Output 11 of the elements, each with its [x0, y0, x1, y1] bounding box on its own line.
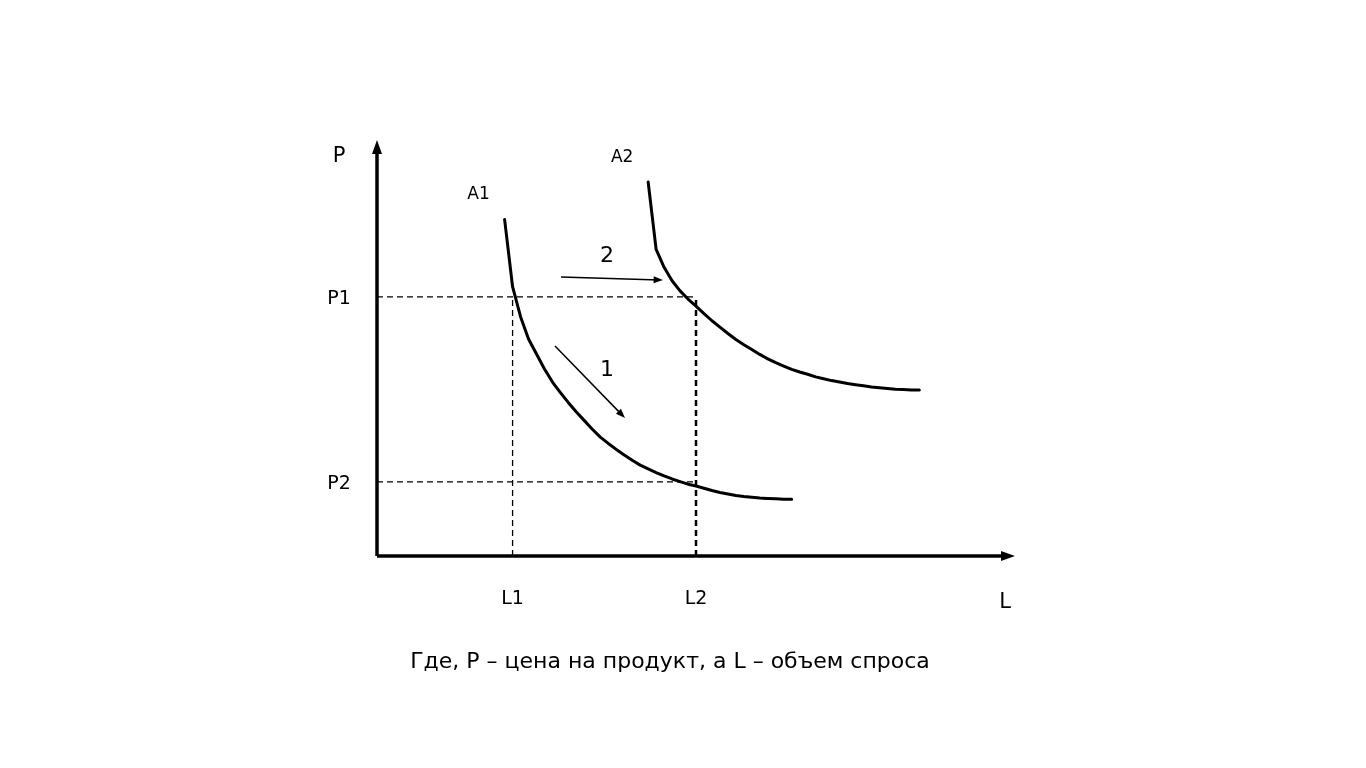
annotation: 2 [600, 242, 614, 267]
series-label: A2 [610, 146, 634, 166]
x-tick-label: L2 [684, 586, 708, 608]
x-axis-title: L [999, 589, 1012, 613]
text: Где, P – цена на продукт, а L – объем спроса [410, 648, 930, 673]
y-axis-title: P [332, 143, 346, 167]
x-tick-label: L1 [501, 586, 524, 608]
annotation: 1 [600, 356, 614, 381]
ref-line-label: P2 [327, 470, 351, 493]
series-label: A1 [467, 183, 490, 204]
ref-line-label: P1 [327, 285, 351, 308]
